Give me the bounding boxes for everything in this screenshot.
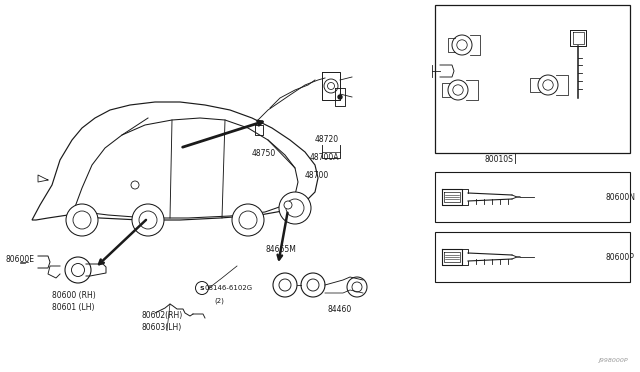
Text: 80602(RH): 80602(RH) xyxy=(142,311,183,320)
Circle shape xyxy=(328,83,335,90)
Text: 08146-6102G: 08146-6102G xyxy=(205,285,253,291)
Text: 80600N: 80600N xyxy=(605,193,635,202)
Circle shape xyxy=(452,35,472,55)
Text: (2): (2) xyxy=(214,297,224,304)
Circle shape xyxy=(457,40,467,50)
Circle shape xyxy=(347,277,367,297)
Circle shape xyxy=(448,80,468,100)
Circle shape xyxy=(338,95,342,99)
Text: 80600 (RH): 80600 (RH) xyxy=(52,291,96,300)
Text: 80010S: 80010S xyxy=(485,155,514,164)
Text: 80600E: 80600E xyxy=(6,255,35,264)
Text: 80600P: 80600P xyxy=(605,253,634,262)
Circle shape xyxy=(273,273,297,297)
Circle shape xyxy=(73,211,91,229)
Circle shape xyxy=(286,199,304,217)
Circle shape xyxy=(453,85,463,95)
Text: 48700: 48700 xyxy=(305,171,329,180)
Circle shape xyxy=(352,282,362,292)
Circle shape xyxy=(65,257,91,283)
Text: 84665M: 84665M xyxy=(265,245,296,254)
Text: 48720: 48720 xyxy=(315,135,339,144)
Circle shape xyxy=(543,80,553,90)
Circle shape xyxy=(72,263,84,276)
Text: 80601 (LH): 80601 (LH) xyxy=(52,303,95,312)
Bar xyxy=(435,232,630,282)
Bar xyxy=(435,5,630,153)
Circle shape xyxy=(232,204,264,236)
Circle shape xyxy=(284,201,292,209)
Circle shape xyxy=(131,181,139,189)
Circle shape xyxy=(66,204,98,236)
Circle shape xyxy=(195,282,209,295)
Circle shape xyxy=(279,192,311,224)
Circle shape xyxy=(132,204,164,236)
Text: 48700A: 48700A xyxy=(310,153,339,162)
Text: J998000P: J998000P xyxy=(598,358,628,363)
Circle shape xyxy=(239,211,257,229)
Circle shape xyxy=(139,211,157,229)
Text: 80603(LH): 80603(LH) xyxy=(142,323,182,332)
Circle shape xyxy=(279,279,291,291)
Text: 48750: 48750 xyxy=(252,149,276,158)
Text: S: S xyxy=(200,285,204,291)
Circle shape xyxy=(307,279,319,291)
Text: 84460: 84460 xyxy=(328,305,352,314)
Circle shape xyxy=(538,75,558,95)
Circle shape xyxy=(301,273,325,297)
Bar xyxy=(435,172,630,222)
Polygon shape xyxy=(32,102,318,220)
Circle shape xyxy=(324,79,338,93)
